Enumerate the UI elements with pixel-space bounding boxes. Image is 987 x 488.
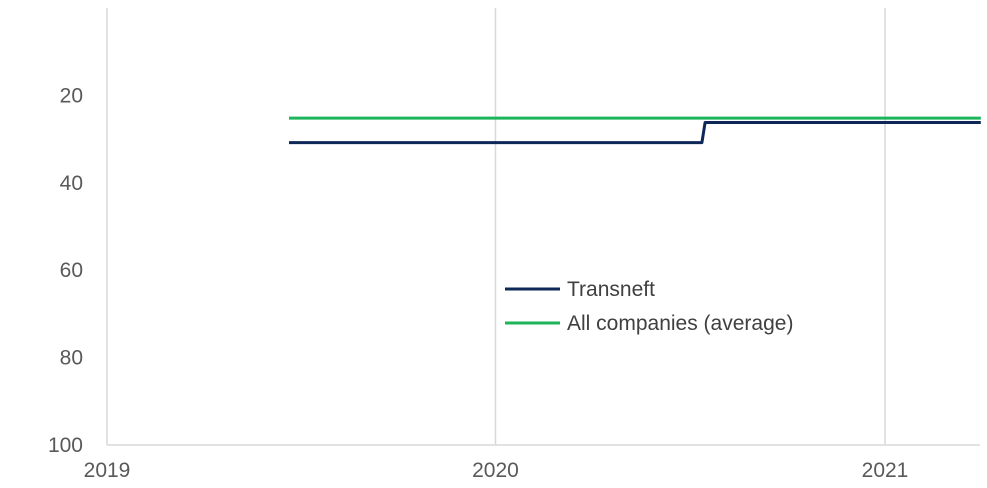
legend-label-1: All companies (average) xyxy=(567,312,793,335)
y-tick-label-40: 40 xyxy=(60,172,83,195)
y-tick-label-80: 80 xyxy=(60,347,83,370)
series-lines xyxy=(289,116,981,145)
legend-label-0: Transneft xyxy=(567,278,655,301)
y-tick-labels: 20 40 60 80 100 xyxy=(48,84,83,457)
x-tick-label-2019: 2019 xyxy=(84,459,131,482)
legend: Transneft All companies (average) xyxy=(505,278,793,335)
series-line-0 xyxy=(289,121,981,145)
y-tick-label-20: 20 xyxy=(60,84,83,107)
x-tick-labels: 2019 2020 2021 xyxy=(84,459,909,482)
x-tick-label-2020: 2020 xyxy=(472,459,519,482)
y-tick-label-60: 60 xyxy=(60,259,83,282)
vertical-gridlines xyxy=(494,8,886,445)
axes xyxy=(106,8,980,446)
x-tick-label-2021: 2021 xyxy=(862,459,909,482)
y-tick-label-100: 100 xyxy=(48,434,83,457)
